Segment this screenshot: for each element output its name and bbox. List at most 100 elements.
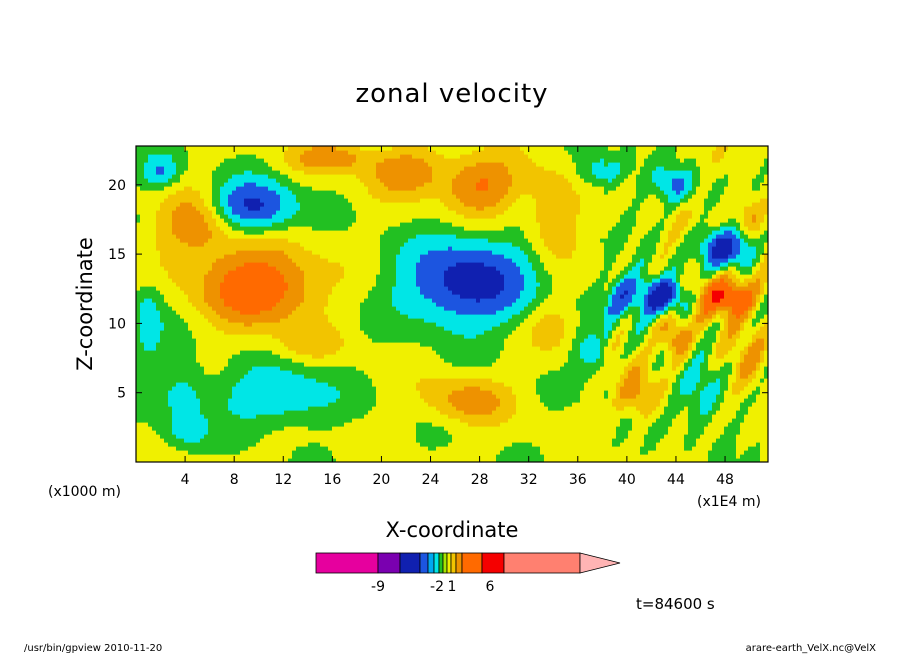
heatmap-cell bbox=[232, 246, 237, 251]
heatmap-cell bbox=[156, 330, 161, 335]
heatmap-cell bbox=[184, 330, 189, 335]
heatmap-cell bbox=[376, 170, 381, 175]
heatmap-cell bbox=[136, 414, 141, 419]
heatmap-cell bbox=[208, 390, 213, 395]
heatmap-cell bbox=[280, 402, 285, 407]
heatmap-cell bbox=[288, 334, 293, 339]
heatmap-cell bbox=[288, 330, 293, 335]
heatmap-cell bbox=[212, 358, 217, 363]
heatmap-cell bbox=[156, 274, 161, 279]
heatmap-cell bbox=[236, 206, 241, 211]
heatmap-cell bbox=[184, 282, 189, 287]
heatmap-cell bbox=[176, 370, 181, 375]
heatmap-cell bbox=[376, 450, 381, 455]
heatmap-cell bbox=[268, 246, 273, 251]
heatmap-cell bbox=[332, 310, 337, 315]
heatmap-cell bbox=[152, 410, 157, 415]
heatmap-cell bbox=[348, 314, 353, 319]
heatmap-cell bbox=[228, 394, 233, 399]
heatmap-cell bbox=[192, 234, 197, 239]
heatmap-cell bbox=[340, 270, 345, 275]
heatmap-cell bbox=[352, 354, 357, 359]
heatmap-cell bbox=[384, 246, 389, 251]
heatmap-cell bbox=[216, 146, 221, 151]
heatmap-cell bbox=[196, 158, 201, 163]
heatmap-cell bbox=[320, 214, 325, 219]
heatmap-cell bbox=[168, 202, 173, 207]
heatmap-cell bbox=[372, 382, 377, 387]
heatmap-cell bbox=[216, 294, 221, 299]
heatmap-cell bbox=[344, 210, 349, 215]
heatmap-cell bbox=[368, 458, 373, 462]
heatmap-cell bbox=[156, 206, 161, 211]
heatmap-cell bbox=[344, 270, 349, 275]
heatmap-cell bbox=[240, 150, 245, 155]
heatmap-cell bbox=[144, 282, 149, 287]
heatmap-cell bbox=[184, 370, 189, 375]
heatmap-cell bbox=[156, 174, 161, 179]
heatmap-cell bbox=[248, 338, 253, 343]
heatmap-cell bbox=[312, 170, 317, 175]
heatmap-cell bbox=[316, 226, 321, 231]
heatmap-cell bbox=[312, 150, 317, 155]
heatmap-cell bbox=[172, 442, 177, 447]
heatmap-cell bbox=[308, 442, 313, 447]
heatmap-cell bbox=[368, 430, 373, 435]
heatmap-cell bbox=[336, 382, 341, 387]
heatmap-cell bbox=[268, 158, 273, 163]
heatmap-cell bbox=[196, 422, 201, 427]
heatmap-cell bbox=[312, 246, 317, 251]
heatmap-cell bbox=[384, 382, 389, 387]
heatmap-cell bbox=[144, 398, 149, 403]
heatmap-cell bbox=[364, 178, 369, 183]
heatmap-cell bbox=[216, 162, 221, 167]
heatmap-cell bbox=[232, 218, 237, 223]
heatmap-cell bbox=[384, 146, 389, 151]
heatmap-cell bbox=[308, 362, 313, 367]
heatmap-cell bbox=[212, 350, 217, 355]
heatmap-cell bbox=[284, 410, 289, 415]
heatmap-cell bbox=[252, 294, 257, 299]
heatmap-cell bbox=[252, 438, 257, 443]
heatmap-cell bbox=[160, 370, 165, 375]
heatmap-cell bbox=[324, 302, 329, 307]
heatmap-cell bbox=[220, 218, 225, 223]
heatmap-cell bbox=[228, 250, 233, 255]
heatmap-cell bbox=[308, 418, 313, 423]
heatmap-cell bbox=[280, 298, 285, 303]
heatmap-cell bbox=[192, 398, 197, 403]
heatmap-cell bbox=[248, 158, 253, 163]
heatmap-cell bbox=[284, 454, 289, 459]
heatmap-cell bbox=[200, 294, 205, 299]
heatmap-cell bbox=[348, 150, 353, 155]
heatmap-cell bbox=[348, 154, 353, 159]
heatmap-cell bbox=[292, 302, 297, 307]
heatmap-cell bbox=[304, 342, 309, 347]
heatmap-cell bbox=[320, 386, 325, 391]
heatmap-cell bbox=[344, 302, 349, 307]
heatmap-cell bbox=[316, 438, 321, 443]
heatmap-cell bbox=[260, 410, 265, 415]
heatmap-cell bbox=[276, 454, 281, 459]
heatmap-cell bbox=[328, 154, 333, 159]
heatmap-cell bbox=[224, 146, 229, 151]
heatmap-cell bbox=[196, 318, 201, 323]
heatmap-cell bbox=[244, 446, 249, 451]
heatmap-cell bbox=[308, 154, 313, 159]
heatmap-cell bbox=[220, 362, 225, 367]
heatmap-cell bbox=[228, 234, 233, 239]
heatmap-cell bbox=[264, 198, 269, 203]
heatmap-cell bbox=[204, 166, 209, 171]
heatmap-cell bbox=[184, 382, 189, 387]
heatmap-cell bbox=[228, 306, 233, 311]
heatmap-cell bbox=[336, 190, 341, 195]
heatmap-cell bbox=[364, 226, 369, 231]
heatmap-cell bbox=[376, 338, 381, 343]
heatmap-cell bbox=[172, 198, 177, 203]
heatmap-cell bbox=[312, 426, 317, 431]
heatmap-cell bbox=[212, 162, 217, 167]
heatmap-cell bbox=[164, 330, 169, 335]
heatmap-cell bbox=[272, 254, 277, 259]
heatmap-cell bbox=[296, 342, 301, 347]
heatmap-cell bbox=[312, 174, 317, 179]
